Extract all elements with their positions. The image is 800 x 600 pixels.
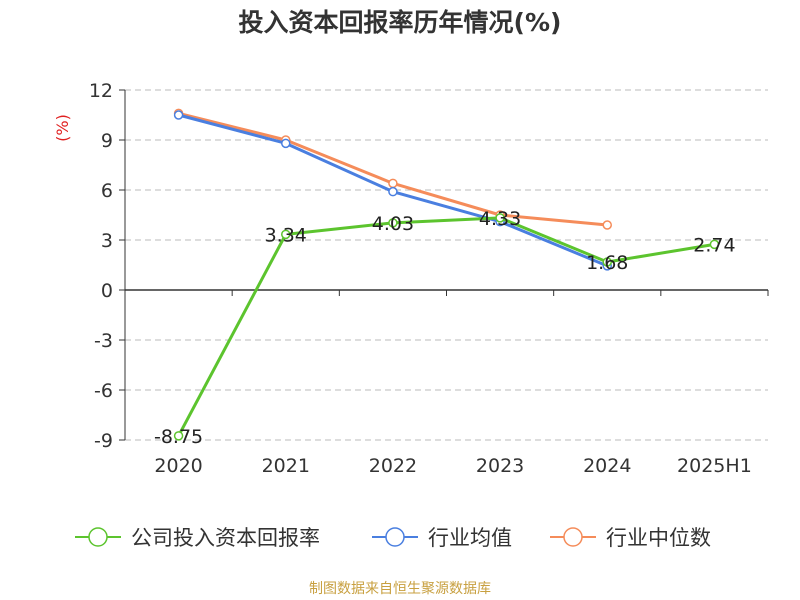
data-label: 3.34 <box>265 224 307 246</box>
y-tick-label: 0 <box>101 280 113 302</box>
y-tick-label: -3 <box>94 330 113 352</box>
chart-title: 投入资本回报率历年情况(%) <box>238 8 562 37</box>
data-label: 4.03 <box>372 213 414 235</box>
series-line <box>177 216 715 437</box>
legend-marker <box>88 527 108 547</box>
data-point <box>388 218 398 228</box>
data-label: 2.74 <box>693 234 735 256</box>
y-tick-label: -9 <box>94 430 113 452</box>
legend-label: 行业均值 <box>428 526 512 550</box>
y-tick-label: 12 <box>89 80 113 102</box>
data-source-footer: 制图数据来自恒生聚源数据库 <box>309 581 491 597</box>
data-point <box>281 138 291 149</box>
data-point <box>602 220 612 230</box>
y-tick-label: -6 <box>94 380 113 402</box>
x-tick-label: 2024 <box>583 455 631 477</box>
legend-label: 行业中位数 <box>606 526 711 550</box>
x-tick-label: 2022 <box>369 455 417 477</box>
y-axis-label: (%) <box>53 114 72 142</box>
x-tick-label: 2021 <box>262 455 310 477</box>
data-point <box>602 257 612 267</box>
data-label: 4.33 <box>479 208 521 230</box>
data-point <box>388 178 398 189</box>
data-point <box>388 186 398 197</box>
y-tick-label: 6 <box>101 180 113 202</box>
legend-label: 公司投入资本回报率 <box>131 526 320 550</box>
data-point <box>173 110 184 120</box>
x-tick-label: 2025H1 <box>677 455 752 477</box>
x-tick-label: 2023 <box>476 455 524 477</box>
data-point <box>709 239 720 250</box>
y-tick-label: 9 <box>101 130 113 152</box>
data-label: 1.68 <box>586 252 628 274</box>
x-tick-label: 2020 <box>154 455 202 477</box>
data-point <box>281 229 291 240</box>
data-point <box>495 213 505 223</box>
data-label: -8.75 <box>154 426 203 448</box>
legend-marker <box>563 527 583 547</box>
series-line <box>178 111 608 227</box>
data-point <box>173 431 184 441</box>
y-tick-label: 3 <box>101 230 113 252</box>
legend-marker <box>385 527 405 547</box>
